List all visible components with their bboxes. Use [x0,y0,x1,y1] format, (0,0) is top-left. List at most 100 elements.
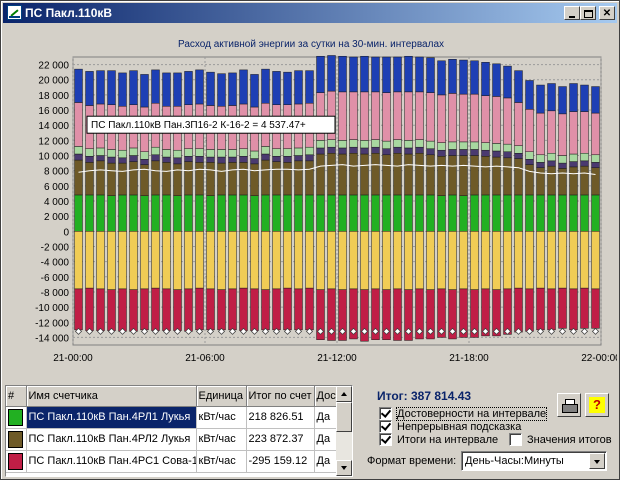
maximize-icon [583,10,593,18]
bar-segment [382,154,391,196]
x-tick-label: 21-12:00 [317,353,357,364]
bar-segment [316,55,325,93]
bar-segment [547,194,556,232]
y-tick-label: -6 000 [41,273,70,284]
bar-segment [492,96,501,144]
bar-segment [195,148,204,157]
x-tick-label: 21-00:00 [53,353,93,364]
validity-marker [382,327,391,335]
bar-segment [404,147,413,155]
bar-segment [547,165,556,196]
bar-segment [140,288,149,331]
table-row[interactable]: ПС Пакл.110кВ Пан.4РЛ2 Лукья кВт/час 223… [6,428,352,451]
bar-segment [426,57,435,93]
checkbox-box[interactable] [379,433,392,446]
bar-segment [360,153,369,196]
bar-segment [591,231,600,290]
title-bar[interactable]: ПС Пакл.110кВ ✕ [3,3,617,23]
checkbox-box[interactable] [379,407,392,420]
bar-segment [415,153,424,196]
bar-segment [580,231,589,289]
bar-segment [514,194,523,232]
bar-segment [525,159,534,165]
total-values-checkbox[interactable]: Значения итогов [509,433,612,446]
bar-segment [140,151,149,160]
bar-segment [74,288,83,331]
bar-segment [283,162,292,196]
bar-segment [371,231,380,290]
reliability-checkbox[interactable]: Достоверности на интервале [379,406,548,421]
close-button[interactable]: ✕ [599,6,615,20]
y-tick-label: 16 000 [38,106,69,117]
col-header-total[interactable]: Итог по счет [246,386,315,407]
validity-marker [129,327,138,335]
bar-segment [349,194,358,232]
energy-chart[interactable]: Расход активной энергии за сутки на 30-м… [5,27,617,379]
scroll-down-button[interactable] [336,460,352,476]
col-header-unit[interactable]: Единица [196,386,247,407]
help-button[interactable]: ? [585,393,609,417]
bar-segment [151,154,160,162]
checkbox-label: Итоги на интервале [397,433,499,446]
bar-segment [591,154,600,163]
table-vertical-scrollbar[interactable] [336,386,352,476]
bar-segment [261,231,270,290]
chart-panel[interactable]: Расход активной энергии за сутки на 30-м… [5,27,617,379]
row-color-cell [6,406,27,429]
maximize-button[interactable] [580,6,596,20]
bar-segment [404,231,413,290]
table-row[interactable]: ПС Пакл.110кВ Пан.4РЛ1 Лукья кВт/час 218… [6,406,352,429]
bar-segment [360,147,369,155]
time-format-select[interactable]: День-Часы:Минуты [461,451,607,471]
bar-segment [129,289,138,332]
bar-segment [74,231,83,290]
total-cell: -295 159.12 [246,450,315,473]
bar-segment [294,288,303,331]
arrow-up-icon [341,392,347,396]
print-button[interactable] [557,393,581,417]
bar-segment [283,71,292,105]
bar-segment [173,231,182,290]
meter-name-cell[interactable]: ПС Пакл.110кВ Пан.4РЛ2 Лукья [26,428,197,451]
bar-segment [569,153,578,162]
bar-segment [184,288,193,332]
bar-segment [503,231,512,290]
minimize-button[interactable] [564,6,580,20]
bar-segment [492,156,501,196]
bar-segment [118,194,127,232]
bar-segment [492,231,501,290]
validity-marker [492,327,501,335]
bar-segment [272,231,281,290]
bar-segment [580,194,589,232]
bar-segment [514,158,523,196]
checkbox-box[interactable] [509,433,522,446]
bar-segment [591,167,600,196]
bar-segment [492,289,501,337]
validity-marker [85,327,94,335]
meter-name-cell[interactable]: ПС Пакл.110кВ Пан.4РЛ1 Лукья [26,406,197,429]
unit-cell: кВт/час [196,450,247,473]
bar-segment [283,194,292,232]
continuous-hint-checkbox[interactable]: Непрерывная подсказка [379,420,521,433]
bar-segment [536,154,545,163]
bar-segment [437,142,446,151]
col-header-number[interactable]: # [6,386,27,407]
scroll-thumb[interactable] [336,402,352,432]
dropdown-button[interactable] [589,453,605,469]
bar-segment [536,162,545,168]
bar-segment [140,195,149,232]
bar-segment [74,159,83,196]
scroll-up-button[interactable] [336,386,352,402]
bar-segment [547,153,556,162]
table-row[interactable]: ПС Пакл.110кВ Пан.4РС1 Сова-1 кВт/час -2… [6,450,352,473]
meter-name-cell[interactable]: ПС Пакл.110кВ Пан.4РС1 Сова-1 [26,450,197,473]
interval-totals-checkbox[interactable]: Итоги на интервале [379,433,498,446]
bar-segment [162,156,171,163]
meter-table-wrapper[interactable]: # Имя счетчика Единица Итог по счет Дост… [5,385,353,477]
bar-segment [426,140,435,149]
col-header-meter-name[interactable]: Имя счетчика [26,386,197,407]
bar-segment [349,231,358,290]
bar-segment [514,145,523,154]
bar-segment [415,91,424,140]
checkbox-box[interactable] [379,420,392,433]
